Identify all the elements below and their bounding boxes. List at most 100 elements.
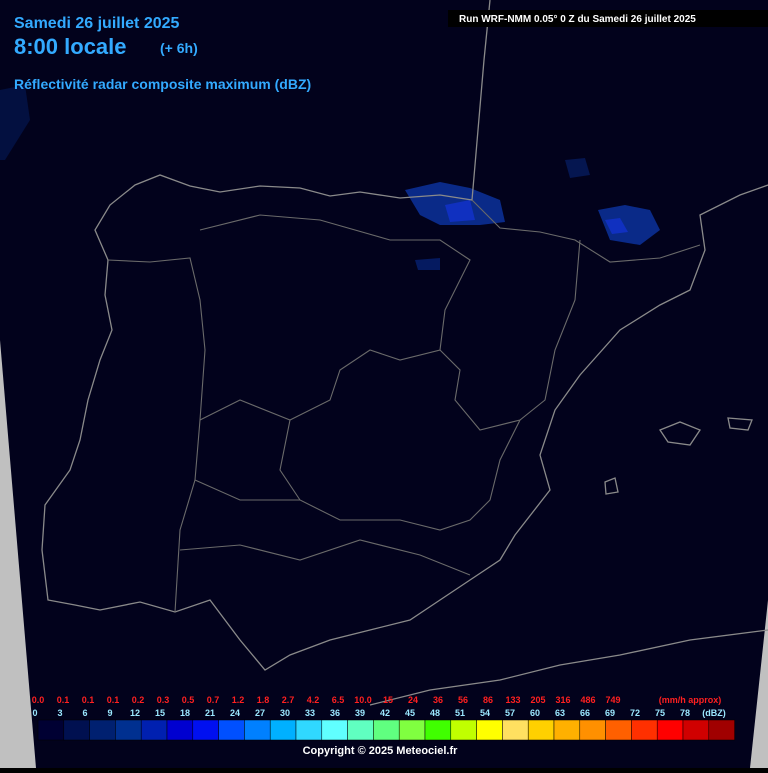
- mmh-label: 56: [458, 695, 468, 705]
- dbz-label: 9: [107, 708, 112, 718]
- copyright: Copyright © 2025 Meteociel.fr: [303, 745, 459, 757]
- mmh-label: 0.5: [182, 695, 195, 705]
- time: 8:00 locale: [14, 34, 127, 59]
- dbz-label: 21: [205, 708, 215, 718]
- mmh-label: 24: [408, 695, 418, 705]
- legend-swatch: [269, 719, 297, 741]
- echo: [565, 158, 590, 178]
- mmh-label: 486: [580, 695, 595, 705]
- mmh-label: 15: [383, 695, 393, 705]
- island: [659, 421, 701, 446]
- border: [107, 257, 206, 613]
- offset: (+ 6h): [160, 40, 198, 56]
- borders: [107, 199, 701, 613]
- dbz-label: 0: [32, 708, 37, 718]
- border: [179, 539, 471, 576]
- legend-swatch: [631, 719, 658, 741]
- legend-swatch: [321, 719, 348, 741]
- legend: 0.0 0.1 0.1 0.1 0.2 0.3 0.5 0.7 1.2 1.8 2.7 4.2 6.5 1…: [32, 695, 735, 741]
- projection-edge-right: [750, 600, 768, 768]
- projection-edge-left: [0, 340, 36, 768]
- border: [194, 479, 300, 501]
- legend-swatch: [192, 719, 219, 741]
- legend-swatch: [605, 719, 632, 741]
- border: [279, 419, 521, 531]
- mmh-label: 0.7: [207, 695, 220, 705]
- dbz-label: 27: [255, 708, 265, 718]
- mmh-label: 0.0: [32, 695, 45, 705]
- legend-swatch: [450, 719, 477, 741]
- dbz-label: 78: [680, 708, 690, 718]
- dbz-label: 48: [430, 708, 440, 718]
- mmh-label: 316: [555, 695, 570, 705]
- dbz-label: 36: [330, 708, 340, 718]
- coastline: [41, 0, 768, 671]
- legend-swatch: [398, 719, 426, 741]
- island: [604, 477, 619, 495]
- dbz-label: 54: [480, 708, 490, 718]
- dbz-label: 60: [530, 708, 540, 718]
- dbz-label: 18: [180, 708, 190, 718]
- legend-swatch: [295, 719, 323, 741]
- dbz-label: 66: [580, 708, 590, 718]
- dbz-label: 72: [630, 708, 640, 718]
- mmh-unit: (mm/h approx): [659, 695, 722, 705]
- dbz-label: 6: [82, 708, 87, 718]
- mmh-label: 133: [505, 695, 520, 705]
- legend-swatch: [37, 719, 65, 741]
- dbz-label: 33: [305, 708, 315, 718]
- border: [471, 199, 701, 263]
- legend-swatch: [682, 719, 710, 741]
- legend-swatch: [347, 719, 374, 741]
- dbz-label: 45: [405, 708, 415, 718]
- legend-swatch: [656, 719, 684, 741]
- dbz-label: 39: [355, 708, 365, 718]
- dbz-label: 24: [230, 708, 240, 718]
- dbz-label: 30: [280, 708, 290, 718]
- legend-swatch: [424, 719, 452, 741]
- mmh-label: 10.0: [354, 695, 372, 705]
- echo: [0, 85, 30, 160]
- run-info: Run WRF-NMM 0.05° 0 Z du Samedi 26 juill…: [459, 14, 696, 25]
- dbz-label: 63: [555, 708, 565, 718]
- legend-swatch: [373, 719, 400, 741]
- mmh-label: 205: [530, 695, 545, 705]
- dbz-label: 3: [57, 708, 62, 718]
- echo: [415, 258, 440, 270]
- mmh-label: 36: [433, 695, 443, 705]
- echo: [598, 205, 660, 245]
- mmh-label: 6.5: [332, 695, 345, 705]
- legend-swatch: [115, 719, 142, 741]
- mmh-label: 86: [483, 695, 493, 705]
- legend-swatch: [579, 719, 606, 741]
- dbz-label: 75: [655, 708, 665, 718]
- island: [727, 417, 753, 431]
- mmh-label: 0.1: [82, 695, 95, 705]
- date: Samedi 26 juillet 2025: [14, 15, 180, 32]
- run-banner: [448, 10, 768, 27]
- dbz-label: 57: [505, 708, 515, 718]
- coastline: [369, 629, 768, 706]
- echo: [605, 218, 628, 234]
- product: Réflectivité radar composite maximum (dB…: [14, 76, 311, 92]
- radar-echoes: [0, 85, 660, 270]
- legend-swatch: [166, 719, 194, 741]
- echo: [445, 200, 475, 222]
- dbz-unit: (dBZ): [702, 708, 726, 718]
- dbz-label: 12: [130, 708, 140, 718]
- legend-swatch: [140, 719, 168, 741]
- dbz-label: 15: [155, 708, 165, 718]
- legend-swatch: [63, 719, 90, 741]
- dbz-label: 69: [605, 708, 615, 718]
- legend-swatch: [502, 719, 529, 741]
- mmh-label: 2.7: [282, 695, 295, 705]
- mmh-label: 0.2: [132, 695, 145, 705]
- mmh-label: 0.1: [57, 695, 70, 705]
- legend-swatch: [476, 719, 503, 741]
- legend-swatch: [527, 719, 555, 741]
- legend-swatch: [553, 719, 581, 741]
- dbz-label: 42: [380, 708, 390, 718]
- mmh-label: 1.2: [232, 695, 245, 705]
- mmh-label: 0.1: [107, 695, 120, 705]
